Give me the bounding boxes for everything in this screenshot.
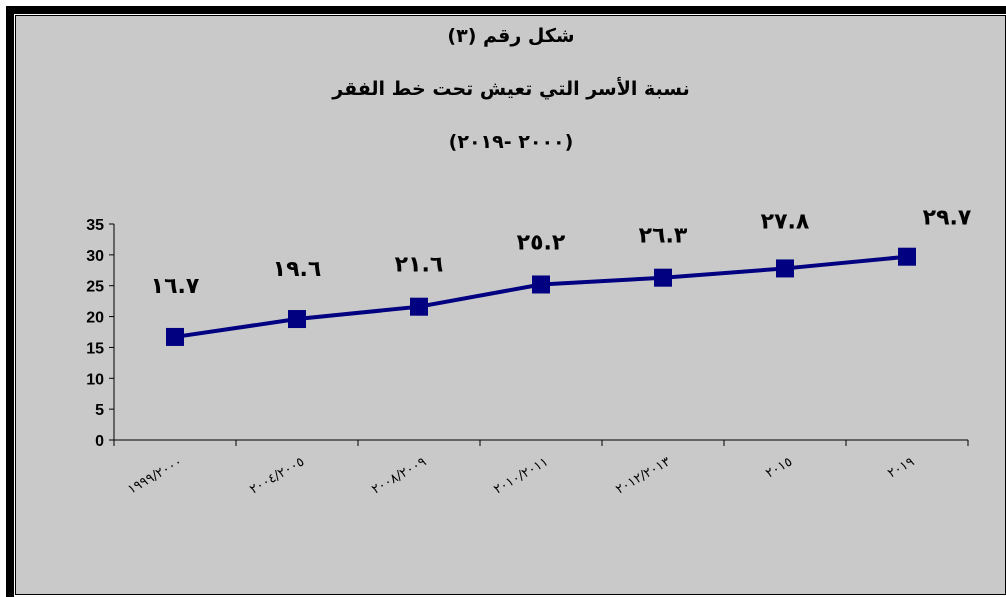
x-tick-label: ٢٠٠٤/٢٠٠٥ bbox=[247, 454, 307, 497]
x-tick-label: ٢٠١٢/٢٠١٣ bbox=[613, 454, 673, 497]
y-tick-label: 10 bbox=[86, 371, 104, 388]
data-label: ٢٩.٧ bbox=[923, 206, 972, 231]
y-tick-label: 0 bbox=[95, 433, 104, 450]
data-label: ٢١.٦ bbox=[395, 253, 444, 278]
axes: 0 5 10 15 20 25 30 35 ١٩٩٩/٢٠٠٠ ٢٠٠٤/٢٠٠٥ ٢٠٠٨/٢٠٠… bbox=[86, 217, 969, 498]
data-point-marker bbox=[654, 268, 672, 287]
chart-title: شكل رقم (٣) bbox=[447, 25, 574, 47]
data-point-marker bbox=[776, 259, 794, 278]
y-tick-label: 35 bbox=[86, 217, 104, 234]
y-tick-label: 20 bbox=[86, 310, 104, 327]
x-tick-label: ٢٠٠٨/٢٠٠٩ bbox=[369, 454, 429, 497]
data-label: ٢٦.٣ bbox=[639, 224, 688, 249]
series-marks: ١٦.٧ ١٩.٦ ٢١.٦ ٢٥.٢ ٢٦.٣ ٢٧.٨ ٢٩.٧ bbox=[151, 206, 972, 346]
x-tick-label: ٢٠١٠/٢٠١١ bbox=[491, 454, 551, 497]
chart-subtitle: نسبة الأسر التي تعيش تحت خط الفقر bbox=[331, 77, 690, 100]
data-point-marker bbox=[288, 310, 306, 329]
y-tick-label: 15 bbox=[86, 340, 104, 357]
x-tick-label: ٢٠١٩ bbox=[885, 454, 917, 481]
chart-panel bbox=[15, 15, 1006, 595]
chart-period: (٢٠٠٠ -٢٠١٩) bbox=[449, 131, 574, 153]
y-tick-label: 25 bbox=[86, 279, 104, 296]
data-point-marker bbox=[166, 327, 184, 346]
data-point-marker bbox=[898, 247, 916, 266]
data-label: ٢٧.٨ bbox=[761, 209, 810, 234]
data-point-marker bbox=[532, 275, 550, 294]
y-tick-label: 5 bbox=[95, 402, 104, 419]
x-tick-label: ٢٠١٥ bbox=[763, 454, 795, 481]
data-label: ١٩.٦ bbox=[273, 257, 322, 282]
y-tick-label: 30 bbox=[86, 248, 104, 265]
x-tick-label: ١٩٩٩/٢٠٠٠ bbox=[125, 454, 185, 497]
data-label: ١٦.٧ bbox=[151, 274, 200, 299]
data-point-marker bbox=[410, 297, 428, 316]
data-label: ٢٥.٢ bbox=[517, 230, 566, 255]
